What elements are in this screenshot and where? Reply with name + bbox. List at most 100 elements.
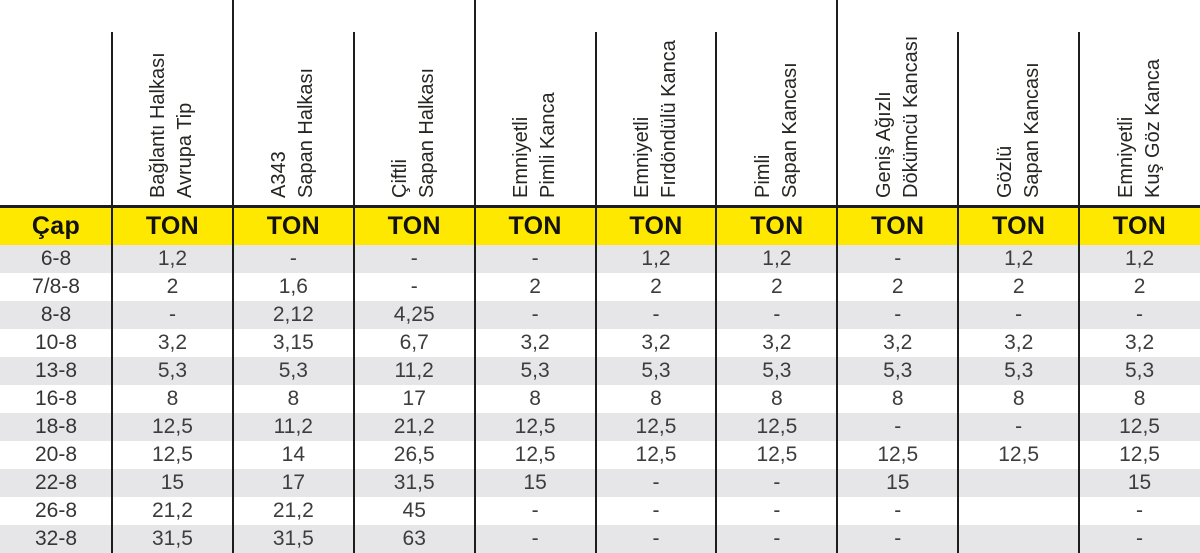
column-header-6: Pimli Sapan Kancası — [716, 0, 837, 205]
cap-cell: 26-8 — [34, 499, 78, 522]
value-cell: 8 — [650, 387, 662, 410]
column-header-label: Emniyetli Kuş Göz Kanca — [1113, 59, 1167, 198]
value-cell: 8 — [166, 387, 179, 410]
value-cell: 3,2 — [641, 331, 671, 354]
ton-header-cell-7: TON — [871, 212, 925, 240]
value-cell: 2 — [771, 275, 783, 298]
value-cell: 17 — [281, 471, 305, 494]
value-cell: 12,5 — [756, 415, 798, 438]
table-row-20-8: 20-8 12,5 14 26,5 12,5 12,5 12,5 12,5 12,5 12,5 — [0, 441, 1200, 469]
column-divider-line — [1078, 32, 1081, 553]
column-header-label-line: Bağlantı Halkası — [147, 52, 170, 198]
column-divider-line — [715, 32, 718, 553]
value-cell: - — [773, 499, 781, 522]
column-divider-line — [957, 32, 960, 553]
column-header-2: A343 Sapan Halkası — [233, 0, 354, 205]
value-cell: 14 — [281, 443, 305, 466]
value-cell: 2 — [891, 275, 904, 298]
value-cell: - — [894, 527, 902, 550]
column-header-label-line: Sapan Kancası — [778, 62, 801, 198]
value-cell — [958, 469, 1079, 497]
value-cell: 5,3 — [762, 359, 792, 382]
value-cell: 1,2 — [157, 247, 188, 270]
value-cell: 15 — [160, 471, 185, 494]
value-cell: 3,2 — [883, 331, 913, 354]
column-header-label: Emniyetli Fırdöndülü Kanca — [629, 40, 683, 198]
ton-header-cell-5: TON — [629, 212, 683, 240]
table-row-26-8: 26-8 21,2 21,2 45 - - - - - — [0, 497, 1200, 525]
value-cell: 12,5 — [635, 415, 677, 438]
value-cell: 17 — [402, 387, 426, 410]
value-cell: 2 — [529, 275, 541, 298]
value-cell: 12,5 — [877, 443, 919, 466]
value-cell: 5,3 — [1124, 359, 1155, 382]
value-cell: 3,15 — [272, 331, 314, 354]
value-cell: - — [652, 471, 660, 494]
value-cell: 11,2 — [273, 415, 313, 438]
value-cell: 4,25 — [393, 303, 435, 326]
value-cell: 1,2 — [762, 247, 792, 270]
value-cell: 1,2 — [1004, 247, 1034, 270]
value-cell: - — [773, 471, 781, 494]
value-cell: - — [652, 303, 660, 326]
value-cell: 3,2 — [1124, 331, 1155, 354]
value-cell: - — [652, 527, 660, 550]
value-cell: - — [1136, 527, 1144, 550]
cap-cell: 8-8 — [40, 303, 72, 326]
cap-cell: 20-8 — [34, 443, 78, 466]
table-row-6-8: 6-8 1,2 - - - 1,2 1,2 - 1,2 1,2 — [0, 245, 1200, 273]
value-cell: 12,5 — [152, 443, 193, 466]
rotated-column-headers: Bağlantı Halkası Avrupa Tip A343 Sapan Halk… — [0, 0, 1200, 205]
column-header-label-line: Emniyetli — [510, 116, 533, 198]
header-cell-empty — [0, 0, 112, 205]
column-header-label: Geniş Ağızlı Dökümcü Kancası — [871, 36, 925, 198]
column-header-label-line: Geniş Ağızlı — [872, 91, 895, 198]
column-header-7: Geniş Ağızlı Dökümcü Kancası — [837, 0, 958, 205]
value-cell: 1,2 — [1124, 247, 1155, 270]
value-cell: 11,2 — [394, 359, 434, 382]
value-cell: - — [894, 415, 902, 438]
column-header-label-line: Pimli — [751, 154, 774, 198]
value-cell: - — [894, 247, 902, 270]
value-cell: 21,2 — [152, 499, 193, 522]
column-header-label: Gözlü Sapan Kancası — [992, 62, 1046, 198]
value-cell: 8 — [529, 387, 541, 410]
value-cell: - — [894, 499, 902, 522]
value-cell: 12,5 — [1119, 415, 1160, 438]
ton-header-cell-6: TON — [750, 212, 804, 240]
value-cell: - — [1136, 303, 1144, 326]
column-header-label-line: Fırdöndülü Kanca — [657, 40, 680, 198]
cap-header-cell: Çap — [31, 212, 81, 240]
value-cell: - — [531, 499, 539, 522]
column-header-label: Emniyetli Pimli Kanca — [508, 92, 562, 198]
value-cell: 5,3 — [1004, 359, 1034, 382]
table-row-10-8: 10-8 3,2 3,15 6,7 3,2 3,2 3,2 3,2 3,2 3,2 — [0, 329, 1200, 357]
value-cell: 12,5 — [152, 415, 193, 438]
cap-cell: 16-8 — [34, 387, 78, 410]
value-cell: 2,12 — [272, 303, 314, 326]
value-cell: 12,5 — [756, 443, 798, 466]
table-body: 6-8 1,2- - -1,2 1,2-1,2 1,2 7/8-8 2 1,6-2 2 2 2 2 2 8-… — [0, 245, 1200, 553]
value-cell: 1,2 — [641, 247, 671, 270]
ton-header-row: Çap TON TON TON TON TON TON TON TON TON — [0, 208, 1200, 245]
value-cell: - — [531, 303, 539, 326]
cap-cell: 13-8 — [34, 359, 78, 382]
column-header-label: A343 Sapan Halkası — [266, 68, 320, 198]
value-cell: 5,3 — [520, 359, 550, 382]
table-row-8-8: 8-8 - 2,12 4,25 - - - - - - — [0, 301, 1200, 329]
value-cell: - — [168, 303, 176, 326]
value-cell: - — [1015, 303, 1023, 326]
cap-cell: 7/8-8 — [32, 275, 80, 298]
value-cell: 2 — [650, 275, 662, 298]
ton-header-cell-3: TON — [387, 212, 441, 240]
value-cell: 15 — [886, 471, 910, 494]
column-divider-line — [111, 32, 113, 553]
column-divider-line — [836, 0, 839, 553]
ton-header-cell-1: TON — [145, 212, 200, 240]
table-row-18-8: 18-8 12,5 11,2 21,2 12,5 12,5 12,5 - - 12,5 — [0, 413, 1200, 441]
value-cell: - — [410, 275, 418, 298]
ton-header-cell-4: TON — [508, 212, 562, 240]
value-cell: - — [289, 247, 297, 270]
column-header-1: Bağlantı Halkası Avrupa Tip — [112, 0, 233, 205]
